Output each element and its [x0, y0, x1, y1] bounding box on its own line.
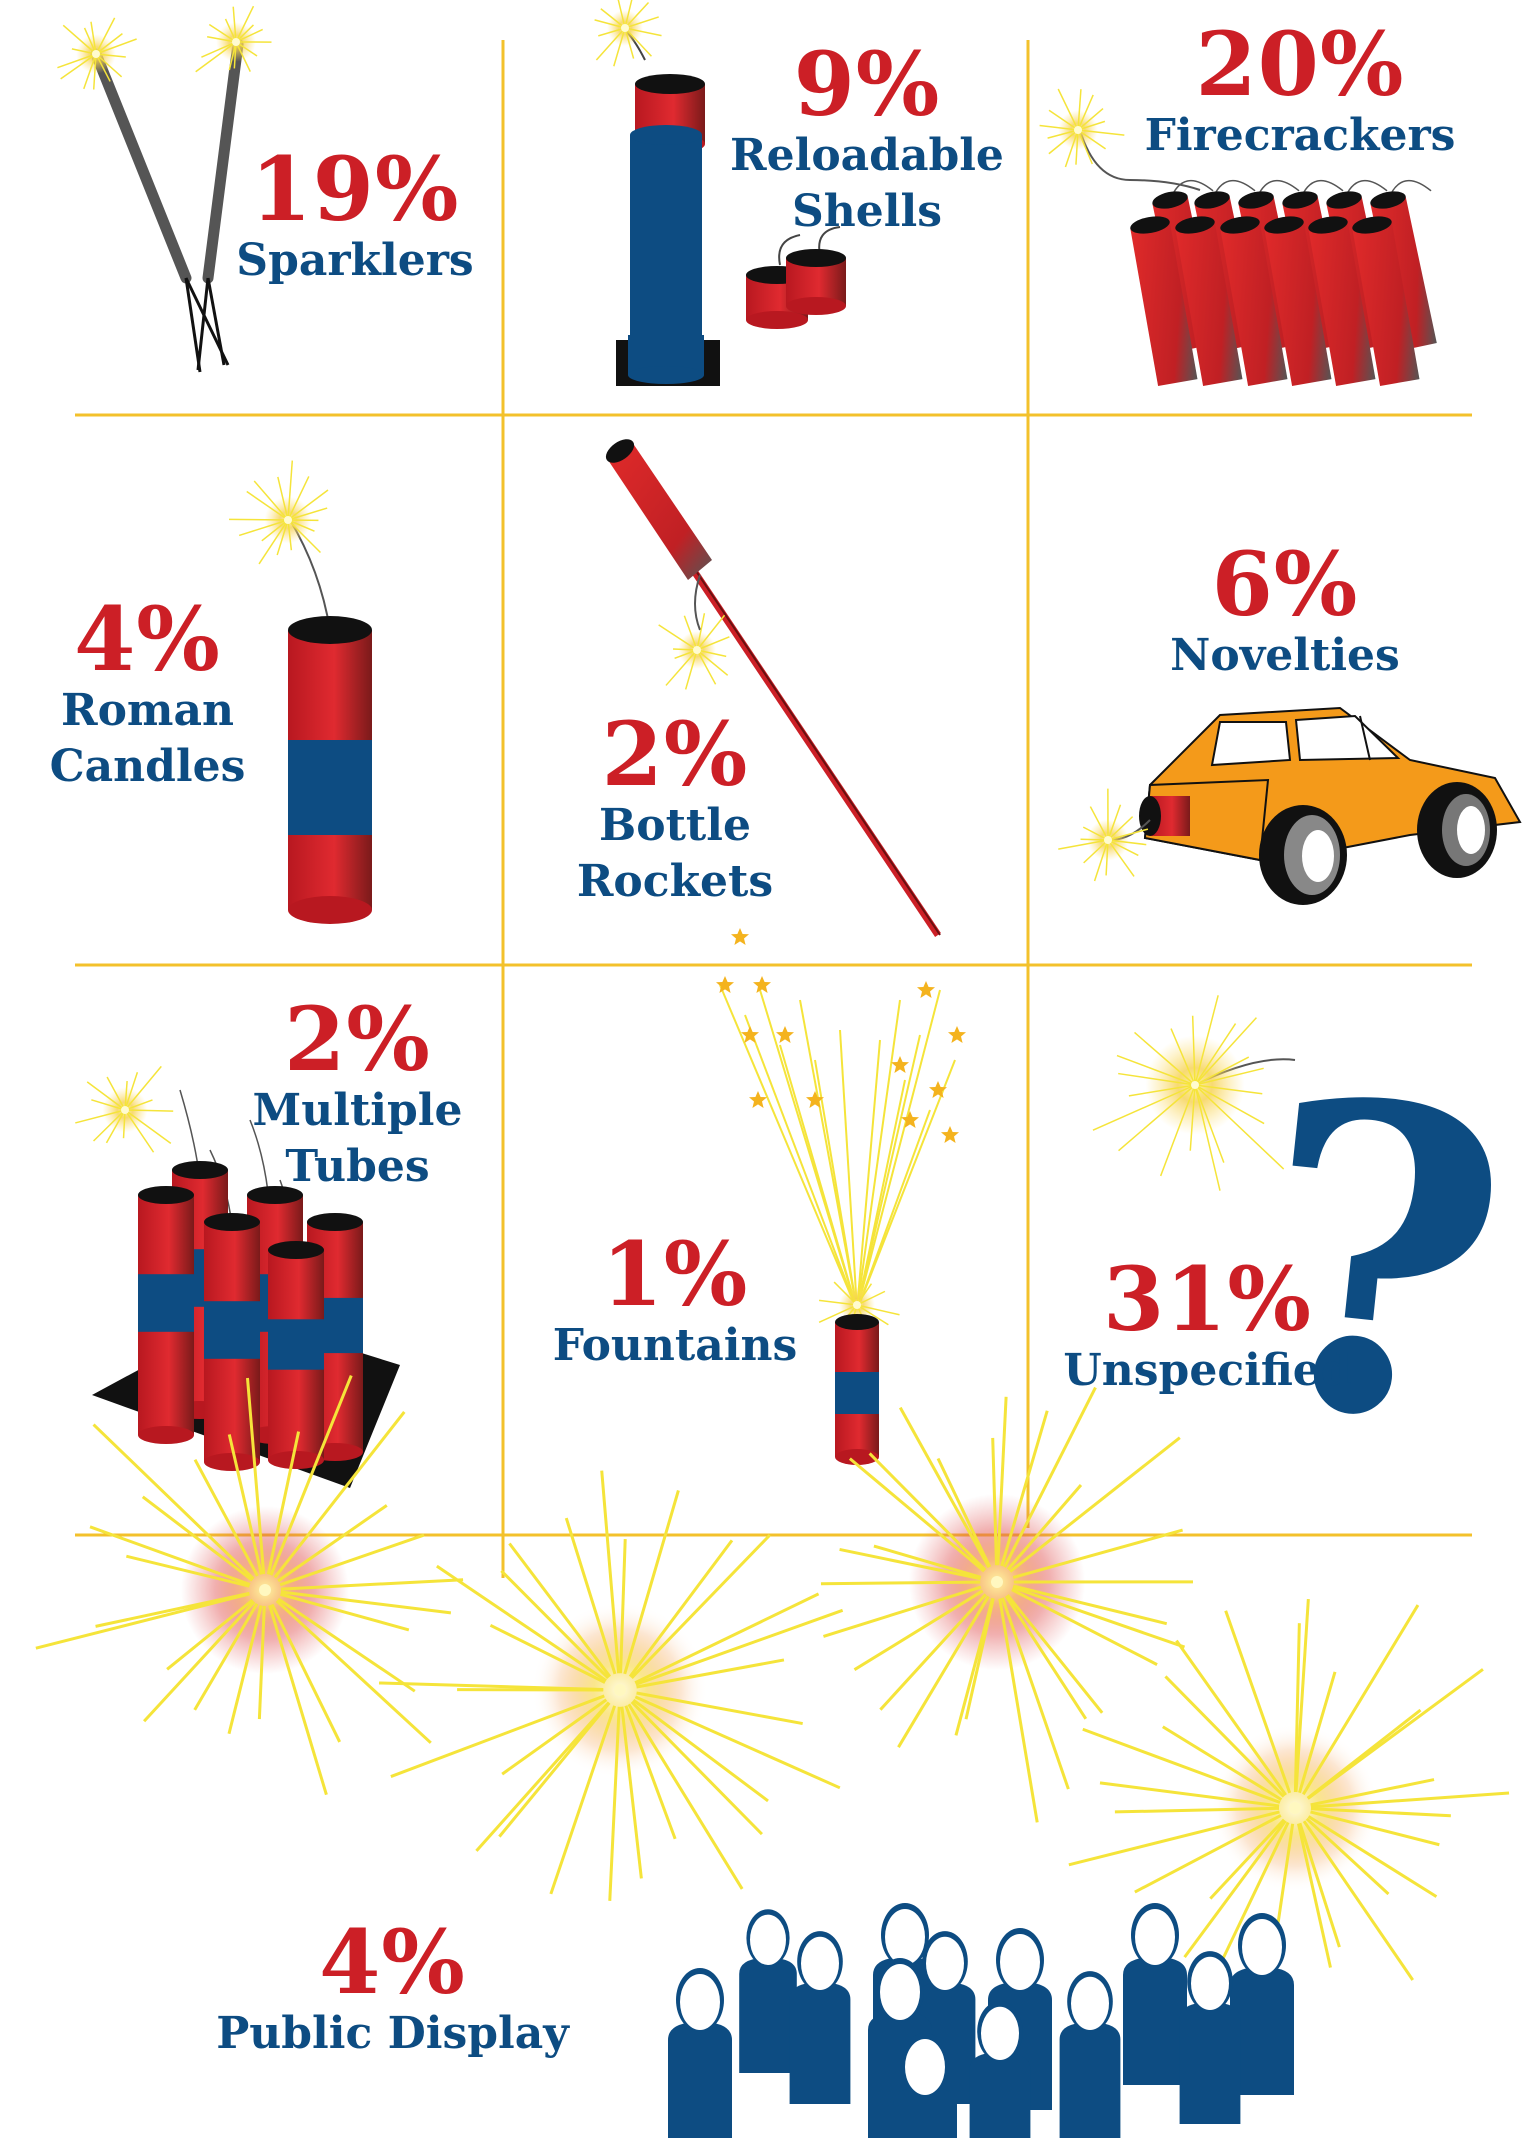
fountains-percent: 1% — [601, 1222, 749, 1326]
public-display-percent: 4% — [319, 1910, 466, 2014]
fountains-label: Fountains — [552, 1320, 798, 1371]
item-reloadable-shells: 9% Reloadable Shells — [712, 40, 1022, 241]
roman-candles-percent: 4% — [74, 587, 221, 691]
item-bottle-rockets: 2% Bottle Rockets — [565, 710, 785, 911]
unspecified-percent: 31% — [1102, 1247, 1313, 1351]
multiple-tubes-label: Multiple Tubes — [252, 1085, 463, 1193]
item-sparklers: 19% Sparklers — [230, 145, 480, 289]
crowd-icon — [668, 1903, 1294, 2138]
item-multiple-tubes: 2% Multiple Tubes — [235, 995, 480, 1196]
item-unspecified: 31% Unspecified — [1055, 1255, 1360, 1399]
public-display-label: Public Display — [216, 2008, 569, 2059]
bottle-rockets-percent: 2% — [601, 702, 749, 806]
multiple-tubes-percent: 2% — [284, 987, 431, 1091]
sparklers-percent: 19% — [250, 137, 460, 241]
multiple-tubes-icon — [75, 1065, 400, 1488]
item-public-display: 4% Public Display — [200, 1918, 585, 2062]
question-mark-icon: ? — [1092, 995, 1527, 1521]
roman-candles-label: Roman Candles — [49, 685, 246, 793]
firework-bursts — [35, 1374, 1510, 2005]
novelties-percent: 6% — [1211, 532, 1359, 636]
sparkler-icon — [57, 5, 272, 373]
item-novelties: 6% Novelties — [1130, 540, 1440, 684]
bottle-rockets-label: Bottle Rockets — [576, 800, 774, 908]
firecrackers-percent: 20% — [1195, 12, 1405, 116]
bottle-rocket-icon — [605, 439, 941, 937]
novelty-car-icon — [1058, 706, 1522, 905]
unspecified-label: Unspecified — [1063, 1345, 1352, 1396]
sparklers-label: Sparklers — [236, 235, 474, 286]
item-firecrackers: 20% Firecrackers — [1135, 20, 1465, 164]
item-fountains: 1% Fountains — [545, 1230, 805, 1374]
reloadable-shells-percent: 9% — [793, 32, 941, 136]
item-roman-candles: 4% Roman Candles — [35, 595, 260, 796]
reloadable-shells-label: Reloadable Shells — [730, 130, 1004, 238]
firecrackers-label: Firecrackers — [1144, 110, 1456, 161]
novelties-label: Novelties — [1170, 630, 1400, 681]
roman-candle-icon — [229, 460, 372, 924]
fountain-icon — [716, 928, 966, 1465]
firecracker-string-icon — [1039, 88, 1437, 387]
mortar-shell-icon — [594, 0, 846, 386]
svg-text:?: ? — [1230, 1005, 1526, 1521]
